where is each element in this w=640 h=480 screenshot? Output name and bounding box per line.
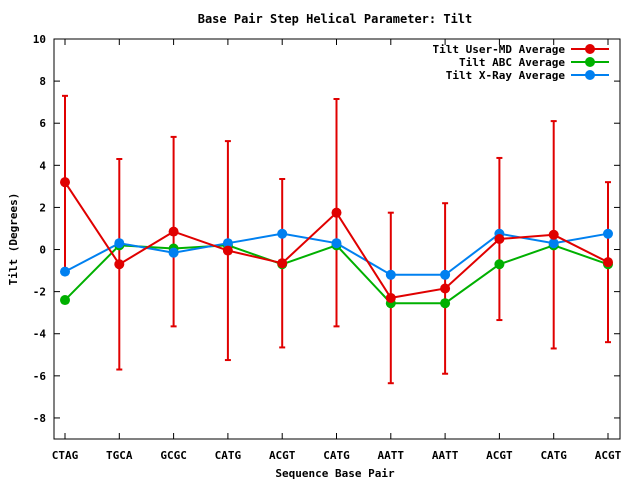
series-point [548, 229, 559, 240]
x-tick-label: CATG [215, 449, 242, 462]
series-lines [60, 177, 613, 309]
legend-label: Tilt X-Ray Average [446, 69, 566, 82]
series-point [168, 247, 179, 258]
legend-marker [585, 44, 595, 54]
series-point [440, 283, 451, 294]
series-point [603, 257, 613, 268]
x-tick-label: ACGT [269, 449, 296, 462]
x-axis-label: Sequence Base Pair [275, 467, 395, 480]
y-tick-label: -2 [33, 286, 46, 299]
series-point [331, 238, 342, 249]
y-axis-label: Tilt (Degrees) [7, 193, 20, 286]
series-point [60, 266, 70, 277]
x-tick-label: TGCA [106, 449, 133, 462]
x-tick-label: ACGT [486, 449, 513, 462]
x-tick-label: CATG [540, 449, 567, 462]
series-point [277, 258, 288, 269]
series-point [60, 177, 70, 188]
series-point [494, 234, 505, 244]
chart-title: Base Pair Step Helical Parameter: Tilt [198, 12, 473, 26]
series-point [385, 269, 396, 280]
legend-label: Tilt User-MD Average [433, 43, 566, 56]
y-tick-label: 2 [39, 201, 46, 214]
x-tick-label: CTAG [52, 449, 79, 462]
series-point [603, 228, 613, 239]
x-tick-label: AATT [378, 449, 405, 462]
series-point [440, 298, 451, 309]
y-tick-label: -4 [33, 328, 47, 341]
legend-marker [585, 57, 595, 67]
y-axis: -8 -6 -4 -2 0 2 4 6 8 10 [33, 33, 620, 425]
y-tick-label: 6 [39, 117, 46, 130]
y-tick-label: -6 [33, 370, 47, 383]
series-point [222, 238, 233, 249]
y-tick-label: 0 [39, 244, 46, 257]
legend-label: Tilt ABC Average [459, 56, 565, 69]
series-point [440, 269, 451, 280]
series-point [277, 228, 288, 239]
series-point [114, 238, 125, 249]
legend-marker [585, 70, 595, 80]
y-tick-label: 8 [39, 75, 46, 88]
series-point [385, 292, 396, 303]
x-tick-label: AATT [432, 449, 459, 462]
x-tick-label: GCGC [160, 449, 187, 462]
series-point [548, 238, 559, 249]
series-point [222, 245, 233, 256]
series-point [114, 259, 125, 270]
series-point [60, 295, 70, 306]
x-tick-label: CATG [323, 449, 350, 462]
y-tick-label: 10 [33, 33, 46, 46]
x-tick-label: ACGT [595, 449, 622, 462]
x-axis: CTAG TGCA GCGC CATG ACGT CATG AATT AATT ACGT CATG… [52, 39, 622, 462]
series-point [331, 207, 342, 218]
y-tick-label: 4 [39, 159, 46, 172]
series-point [494, 259, 505, 270]
y-tick-label: -8 [33, 412, 46, 425]
series-point [168, 226, 179, 237]
